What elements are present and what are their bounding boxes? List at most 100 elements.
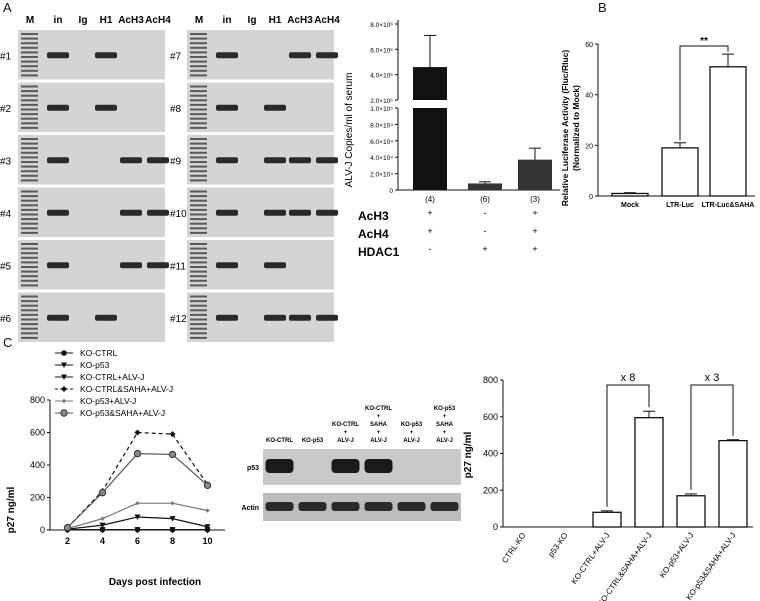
gel-image (18, 82, 165, 132)
ladder-band (190, 69, 207, 72)
ladder-band (190, 142, 207, 145)
gel-image (187, 240, 334, 290)
p27-tick-label: 200 (483, 485, 498, 495)
gel-band (47, 262, 69, 269)
gel-band (120, 262, 142, 269)
gel-band (47, 104, 69, 111)
gel-band (289, 157, 311, 164)
gel-sample-label: #8 (170, 104, 182, 115)
alvj-tick-label: 6.0×10⁴ (370, 139, 393, 146)
gel-lane-header: in (54, 15, 63, 26)
wb-lane-label: KO-p53 (302, 438, 324, 444)
ladder-band (21, 85, 38, 88)
alvj-condition-sign: + (532, 244, 537, 254)
ladder-band (190, 323, 207, 326)
p27-tick-label: 800 (483, 375, 498, 385)
ladder-band (190, 252, 207, 255)
gel-band (316, 52, 338, 59)
gel-band (147, 262, 169, 269)
data-point (205, 508, 210, 513)
data-point (169, 527, 176, 533)
ladder-band (21, 227, 38, 230)
ladder-band (21, 60, 38, 63)
ladder-band (21, 51, 38, 54)
gel-band (264, 314, 286, 321)
ladder-band (21, 103, 38, 106)
alvj-serum-chart: ALV-J Copies/ml of serum 2.0×10⁶ 4.0×10⁶ 6… (344, 20, 560, 259)
alvj-tick-label: 4.0×10⁶ (370, 73, 393, 80)
ladder-band (190, 309, 207, 312)
gel-image (18, 30, 165, 80)
ladder-band (190, 195, 207, 198)
gel-band (264, 157, 286, 164)
p27-category-label: KO-p53+ALV-J (658, 531, 696, 580)
ladder-band (190, 332, 207, 335)
data-point (134, 429, 141, 436)
gel-image (187, 30, 334, 80)
luciferase-chart: Relative Luciferase Activity (Fluc/Rluc)… (560, 36, 755, 209)
p27-tick-label: 400 (483, 449, 498, 459)
ladder-band (190, 318, 207, 321)
ladder-band (190, 231, 207, 234)
alvj-condition-label: HDAC1 (358, 245, 400, 259)
ladder-band (190, 103, 207, 106)
legend-entry: KO-p53+ALV-J (80, 396, 136, 406)
wb-row-label: p53 (247, 465, 259, 472)
ladder-band (190, 204, 207, 207)
ladder-band (190, 122, 207, 125)
wb-lane-label: SAHA (436, 422, 454, 428)
wb-lane-label: KO-p53 (434, 406, 456, 412)
alvj-bar-upper (413, 67, 447, 100)
wb-lane-label: ALV-J (436, 438, 453, 444)
p27-category-label: KO-p53&SAHA+ALV-J (684, 531, 737, 601)
ladder-band (21, 295, 38, 298)
gel-band (147, 157, 169, 164)
gel-band (289, 314, 311, 321)
alvj-category-label: (4) (425, 195, 435, 204)
gel-band (264, 104, 286, 111)
ladder-band (21, 208, 38, 211)
ladder-band (21, 222, 38, 225)
ladder-band (21, 65, 38, 68)
ladder-band (190, 65, 207, 68)
wb-actin-band (265, 502, 294, 511)
gel-band (47, 314, 69, 321)
panel-label-b: B (598, 0, 607, 15)
legend-marker (61, 398, 67, 404)
p27-category-label: CTRL-KO (500, 531, 528, 565)
ladder-band (21, 270, 38, 273)
luc-tick-label: 0 (589, 194, 593, 201)
ladder-band (21, 74, 38, 77)
ladder-band (21, 256, 38, 259)
alvj-condition-sign: + (482, 244, 487, 254)
ladder-band (21, 113, 38, 116)
alvj-bar-lower (413, 108, 447, 190)
wb-lane-label: + (443, 430, 447, 436)
gel-band (120, 209, 142, 216)
p27-category-label: p53-KO (546, 531, 569, 559)
legend-marker (60, 409, 68, 417)
time-y-tick-label: 400 (30, 460, 45, 470)
alvj-tick-label: 8.0×10⁴ (370, 122, 393, 129)
ladder-band (21, 243, 38, 245)
ladder-band (190, 256, 207, 259)
gel-band (216, 104, 238, 111)
gel-band (216, 52, 238, 59)
ladder-band (190, 266, 207, 268)
p27-bracket (690, 384, 734, 490)
luc-significance-label: ** (700, 36, 708, 47)
ladder-band (190, 336, 207, 339)
ladder-band (21, 190, 38, 193)
data-point (204, 524, 211, 530)
wb-lane-label: + (344, 430, 348, 436)
ladder-band (190, 90, 207, 93)
wb-lane-label: SAHA (370, 422, 388, 428)
ladder-band (21, 309, 38, 312)
ladder-band (21, 323, 38, 326)
p27-bar (718, 439, 748, 528)
alvj-condition-sign: + (427, 226, 432, 236)
gel-lane-header: AcH4 (145, 15, 171, 26)
luc-bar (709, 66, 747, 197)
luc-tick-label: 40 (585, 93, 593, 100)
luc-bar (661, 147, 699, 197)
